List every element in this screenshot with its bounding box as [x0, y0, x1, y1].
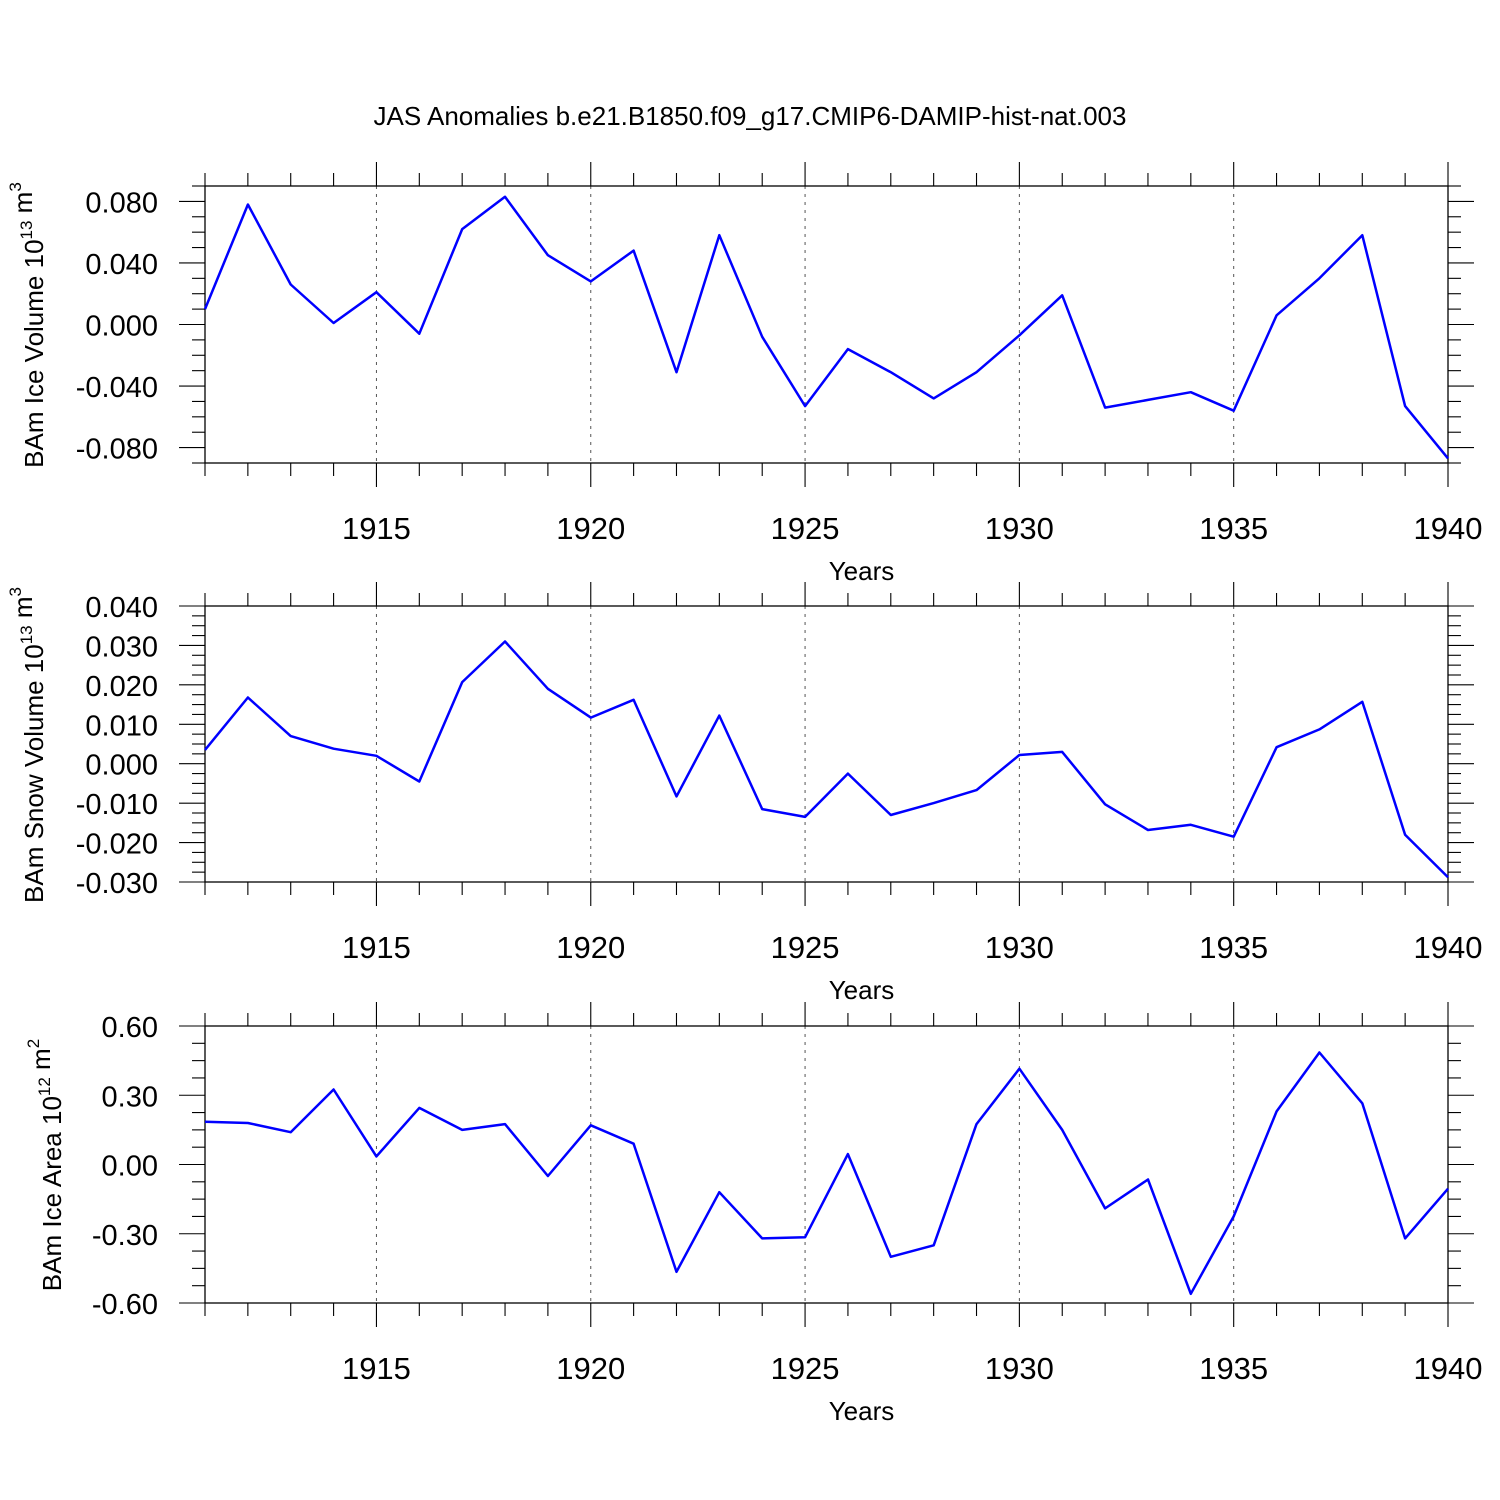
- y-tick-label: -0.030: [76, 868, 158, 900]
- x-tick-label: 1940: [1414, 930, 1483, 965]
- y-tick-label: 0.30: [102, 1081, 158, 1113]
- plot-frame: [204, 1025, 1449, 1304]
- y-tick-label: -0.60: [92, 1289, 158, 1321]
- y-tick-label: 0.010: [85, 710, 158, 742]
- y-axis-label: BAm Ice Volume 1013 m3: [6, 182, 49, 468]
- x-tick-label: 1925: [771, 930, 840, 965]
- y-tick-label: 0.040: [85, 249, 158, 281]
- x-tick-label: 1920: [556, 1351, 625, 1386]
- series-line: [203, 195, 1449, 460]
- series-line: [204, 640, 1449, 879]
- y-tick-label: 0.020: [85, 671, 158, 703]
- plot-frame: [204, 185, 1449, 464]
- x-tick-label: 1925: [771, 1351, 840, 1386]
- y-tick-label: 0.000: [85, 311, 158, 343]
- y-tick-label: 0.00: [102, 1151, 158, 1183]
- x-tick-label: 1915: [342, 930, 411, 965]
- x-tick-label: 1920: [556, 930, 625, 965]
- y-tick-label: -0.30: [92, 1220, 158, 1252]
- panel-2: 1915 1920 1925 1930 1935 1940 Years -0.030 -0.02…: [6, 582, 1482, 1005]
- y-tick-label: -0.020: [76, 829, 158, 861]
- x-tick-label: 1935: [1199, 1351, 1268, 1386]
- y-tick-label: 0.030: [85, 631, 158, 663]
- x-tick-label: 1930: [985, 1351, 1054, 1386]
- y-axis-label: BAm Ice Area 1012 m2: [24, 1039, 67, 1291]
- y-tick-label: 0.040: [85, 592, 158, 624]
- x-tick-label: 1930: [985, 930, 1054, 965]
- panel-1: 1915 1920 1925 1930 1935 1940 Years -0.080 -0.04…: [6, 162, 1482, 586]
- x-tick-label: 1940: [1414, 1351, 1483, 1386]
- x-tick-label: 1935: [1199, 511, 1268, 546]
- x-tick-label: 1920: [556, 511, 625, 546]
- x-tick-label: 1940: [1414, 511, 1483, 546]
- x-tick-label: 1925: [771, 511, 840, 546]
- chart-title: JAS Anomalies b.e21.B1850.f09_g17.CMIP6-…: [374, 101, 1127, 131]
- plot-frame: [204, 605, 1449, 883]
- x-axis-label: Years: [829, 556, 895, 586]
- x-tick-label: 1915: [342, 511, 411, 546]
- y-tick-label: -0.080: [76, 434, 158, 466]
- panel-3: 1915 1920 1925 1930 1935 1940 Years -0.60 -0.30 0…: [24, 1002, 1482, 1426]
- x-axis-label: Years: [829, 975, 895, 1005]
- x-tick-label: 1915: [342, 1351, 411, 1386]
- y-tick-label: 0.60: [102, 1012, 158, 1044]
- series-line: [204, 1051, 1449, 1296]
- x-axis-label: Years: [829, 1396, 895, 1426]
- y-tick-label: -0.010: [76, 789, 158, 821]
- x-tick-label: 1935: [1199, 930, 1268, 965]
- x-tick-label: 1930: [985, 511, 1054, 546]
- y-tick-label: 0.000: [85, 750, 158, 782]
- y-axis-label: BAm Snow Volume 1013 m3: [6, 587, 49, 903]
- y-tick-label: 0.080: [85, 187, 158, 219]
- y-tick-label: -0.040: [76, 372, 158, 404]
